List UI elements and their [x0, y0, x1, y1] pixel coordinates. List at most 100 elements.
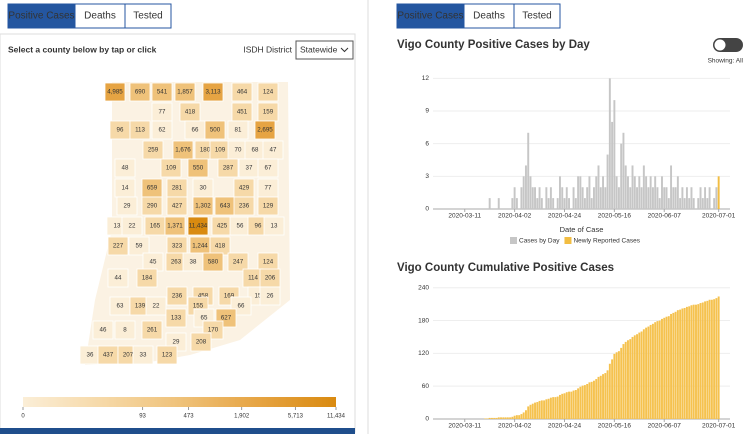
county-label[interactable]: 109	[215, 147, 226, 154]
county-label[interactable]: 236	[239, 203, 250, 210]
county-label[interactable]: 290	[147, 203, 158, 210]
county[interactable]	[156, 345, 178, 365]
county[interactable]	[166, 196, 188, 216]
county-label[interactable]: 1,244	[192, 243, 208, 250]
county-label[interactable]: 500	[210, 127, 221, 134]
county[interactable]	[202, 82, 224, 102]
county-label[interactable]: 169	[224, 293, 235, 300]
county-label[interactable]: 206	[265, 275, 276, 282]
county-label[interactable]: 2,695	[257, 127, 273, 134]
tab[interactable]	[513, 3, 561, 29]
county[interactable]	[257, 82, 279, 102]
county[interactable]	[192, 196, 214, 216]
county[interactable]	[141, 196, 163, 216]
county-label[interactable]: 59	[136, 243, 143, 250]
county-label[interactable]: 437	[103, 352, 114, 359]
county-label[interactable]: 643	[220, 203, 231, 210]
county-label[interactable]: 184	[142, 275, 153, 282]
county-label[interactable]: 227	[113, 243, 124, 250]
county-label[interactable]: 44	[115, 275, 122, 282]
county[interactable]	[151, 120, 173, 140]
county-label[interactable]: 263	[171, 259, 182, 266]
county[interactable]	[233, 196, 255, 216]
county-label[interactable]: 659	[147, 185, 158, 192]
county-label[interactable]: 170	[208, 327, 219, 334]
county-label[interactable]: 287	[223, 165, 234, 172]
tab[interactable]	[124, 3, 172, 29]
county-label[interactable]: 1,302	[195, 203, 211, 210]
county[interactable]	[166, 286, 188, 306]
county-label[interactable]: 81	[235, 127, 242, 134]
county[interactable]	[174, 82, 196, 102]
tab-label[interactable]: Positive Cases	[8, 11, 74, 22]
county[interactable]	[92, 320, 114, 340]
county-label[interactable]: 77	[265, 185, 272, 192]
county[interactable]	[164, 216, 186, 236]
tab-label[interactable]: Tested	[133, 11, 162, 22]
county-label[interactable]: 33	[140, 352, 147, 359]
county[interactable]	[259, 286, 281, 306]
county-label[interactable]: 45	[150, 259, 157, 266]
county[interactable]	[128, 236, 150, 256]
county-label[interactable]: 30	[200, 185, 207, 192]
county-label[interactable]: 13	[271, 223, 278, 230]
county-label[interactable]: 8	[123, 327, 127, 334]
county-label[interactable]: 1,371	[167, 223, 183, 230]
county[interactable]	[187, 216, 209, 236]
county[interactable]	[142, 140, 164, 160]
county-label[interactable]: 66	[238, 303, 245, 310]
tab[interactable]	[74, 3, 126, 29]
county[interactable]	[129, 120, 151, 140]
county-label[interactable]: 38	[190, 259, 197, 266]
county-label[interactable]: 65	[201, 315, 208, 322]
county-label[interactable]: 114	[248, 275, 258, 282]
county-label[interactable]: 123	[162, 352, 173, 359]
district-select[interactable]	[295, 40, 354, 60]
county-label[interactable]: 690	[135, 89, 146, 96]
county-label[interactable]: 56	[237, 223, 244, 230]
county-label[interactable]: 627	[221, 315, 232, 322]
county-label[interactable]: 3,113	[205, 89, 221, 96]
county-label[interactable]: 14	[122, 185, 129, 192]
county-label[interactable]: 129	[263, 203, 274, 210]
tab-label[interactable]: Tested	[522, 11, 551, 22]
county-label[interactable]: 550	[193, 165, 204, 172]
county-label[interactable]: 165	[150, 223, 161, 230]
county[interactable]	[114, 158, 136, 178]
county-label[interactable]: 48	[122, 165, 129, 172]
county[interactable]	[187, 158, 209, 178]
county-label[interactable]: 22	[129, 223, 136, 230]
county[interactable]	[121, 216, 143, 236]
county-label[interactable]: 29	[124, 203, 131, 210]
county-label[interactable]: 159	[263, 109, 274, 116]
county-label[interactable]: 67	[265, 165, 272, 172]
county[interactable]	[190, 332, 212, 352]
county-label[interactable]: 63	[117, 303, 124, 310]
county-label[interactable]: 580	[208, 259, 219, 266]
county-label[interactable]: 139	[135, 303, 146, 310]
county[interactable]	[104, 82, 126, 102]
county[interactable]	[151, 82, 173, 102]
county[interactable]	[202, 252, 224, 272]
county[interactable]	[227, 120, 249, 140]
county-label[interactable]: 62	[159, 127, 166, 134]
tab-label[interactable]: Deaths	[84, 11, 116, 22]
county[interactable]	[254, 120, 276, 140]
county-label[interactable]: 15	[255, 293, 262, 300]
county-label[interactable]: 458	[198, 293, 209, 300]
county-label[interactable]: 109	[166, 165, 177, 172]
county-label[interactable]: 208	[196, 339, 207, 346]
county-label[interactable]: 36	[87, 352, 94, 359]
county-label[interactable]: 124	[263, 89, 274, 96]
county-label[interactable]: 29	[173, 339, 180, 346]
county[interactable]	[257, 158, 279, 178]
county-label[interactable]: 451	[237, 109, 248, 116]
tab-label[interactable]: Deaths	[473, 11, 505, 22]
county[interactable]	[107, 268, 129, 288]
county[interactable]	[132, 345, 154, 365]
county-label[interactable]: 429	[239, 185, 250, 192]
county[interactable]	[165, 308, 187, 328]
county[interactable]	[263, 216, 285, 236]
county-label[interactable]: 281	[172, 185, 183, 192]
county-label[interactable]: 180	[200, 147, 211, 154]
